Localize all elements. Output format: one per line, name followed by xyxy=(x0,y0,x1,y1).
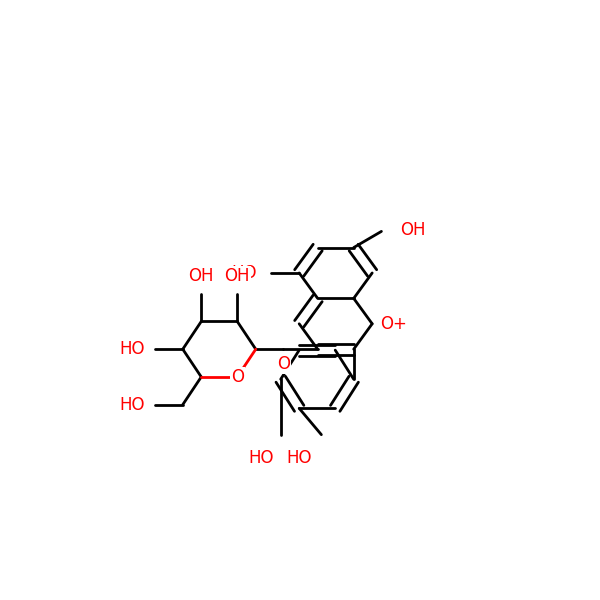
Text: HO: HO xyxy=(119,340,145,358)
Text: HO: HO xyxy=(119,395,145,413)
Text: O+: O+ xyxy=(380,315,407,333)
Text: OH: OH xyxy=(224,266,250,284)
Text: OH: OH xyxy=(188,266,214,284)
Text: O: O xyxy=(231,368,244,386)
Text: HO: HO xyxy=(286,449,312,467)
Text: HO: HO xyxy=(248,449,274,467)
Text: O: O xyxy=(277,355,290,373)
Text: HO: HO xyxy=(231,264,257,282)
Text: OH: OH xyxy=(400,221,425,239)
